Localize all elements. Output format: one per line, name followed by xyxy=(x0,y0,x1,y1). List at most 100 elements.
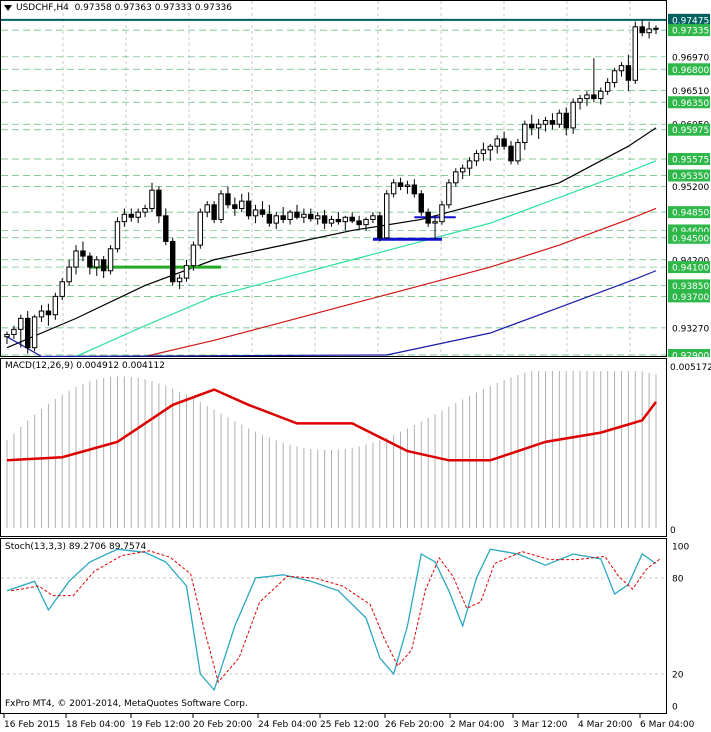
candle-body xyxy=(342,216,349,223)
candle-body xyxy=(59,281,65,297)
time-axis: 16 Feb 2015 18 Feb 04:00 19 Feb 12:00 20 Fe… xyxy=(0,714,711,732)
candle-body xyxy=(577,98,583,103)
candle-body xyxy=(515,142,521,162)
candle-body xyxy=(377,215,383,239)
price-pane-frame xyxy=(0,0,667,357)
ma-cyan xyxy=(75,160,657,357)
price-tag-box xyxy=(668,123,710,136)
macd-signal-line xyxy=(6,388,658,462)
candle-body xyxy=(653,27,659,30)
candle-body xyxy=(632,26,638,81)
candle-body xyxy=(183,265,190,279)
time-axis-label: 25 Feb 12:00 xyxy=(320,720,379,730)
candle-body xyxy=(100,259,107,272)
time-axis-label: 19 Feb 12:00 xyxy=(131,720,190,730)
candle-body xyxy=(584,94,590,100)
candle-body xyxy=(280,215,286,220)
time-axis-label: 18 Feb 04:00 xyxy=(66,720,125,730)
candle-body xyxy=(459,167,466,173)
candle-body xyxy=(149,189,155,209)
candle-body xyxy=(225,193,231,206)
stoch-axis-label: 0 xyxy=(672,703,678,713)
candle-body xyxy=(245,200,252,217)
candle-body xyxy=(473,153,480,162)
price-tag-box xyxy=(668,169,710,182)
price-tag-box xyxy=(668,153,710,166)
ma-black xyxy=(6,127,657,349)
time-axis-label: 24 Feb 04:00 xyxy=(258,720,317,730)
time-axis-label: 4 Mar 20:00 xyxy=(578,720,633,730)
macd-axis-bottom: 0 xyxy=(670,526,676,536)
candle-body xyxy=(501,138,507,147)
candle-body xyxy=(308,213,314,220)
time-axis-svg: 16 Feb 2015 18 Feb 04:00 19 Feb 12:00 20 Fe… xyxy=(3,714,695,730)
candle-body xyxy=(349,216,355,222)
candle-body xyxy=(218,193,224,220)
ma-red xyxy=(144,207,657,357)
stoch-svg[interactable]: 100 80 20 0 xyxy=(0,538,711,714)
price-tag-box xyxy=(668,290,710,303)
candle-body xyxy=(80,250,86,257)
candle-body xyxy=(107,248,114,272)
stoch-pane-frame xyxy=(0,538,667,714)
price-axis-label: 0.96970 xyxy=(672,53,709,63)
price-axis-label: 0.96800 xyxy=(672,66,709,76)
candle-body xyxy=(618,65,625,72)
candle-body xyxy=(232,204,238,209)
stoch-signal-line xyxy=(11,550,661,684)
candle-body xyxy=(273,215,279,224)
candle-body xyxy=(535,123,542,129)
price-tag-box xyxy=(668,349,710,357)
candle-body xyxy=(156,189,162,217)
candle-body xyxy=(328,218,335,224)
macd-svg[interactable]: 0.005172 0 xyxy=(0,358,711,538)
candle-body xyxy=(66,266,72,283)
candle-body xyxy=(556,112,563,125)
candle-body xyxy=(301,213,307,218)
time-axis-label: 20 Feb 20:00 xyxy=(193,720,252,730)
candle-body xyxy=(604,81,611,92)
candle-body xyxy=(45,310,52,316)
stoch-pane[interactable]: 100 80 20 0 xyxy=(0,538,711,714)
candle-body xyxy=(480,149,487,155)
candle-body xyxy=(611,70,618,83)
price-tag-box xyxy=(668,24,710,37)
macd-pane[interactable]: 0.005172 0 xyxy=(0,358,711,538)
candle-body xyxy=(94,259,100,268)
time-axis-label: 3 Mar 12:00 xyxy=(513,720,568,730)
time-axis-label: 2 Mar 04:00 xyxy=(450,720,505,730)
candle-body xyxy=(529,123,535,129)
candle-body xyxy=(52,295,59,316)
candle-body xyxy=(646,28,652,34)
chart-header: USDCHF,H4 0.97358 0.97363 0.97333 0.9733… xyxy=(4,3,232,13)
candle-body xyxy=(384,193,390,239)
candle-body xyxy=(570,101,576,129)
candle-body xyxy=(439,204,445,223)
price-axis-label: 0.97475 xyxy=(672,16,709,26)
price-tag-box xyxy=(668,96,710,109)
candle-body xyxy=(370,215,376,220)
price-chart-pane[interactable]: 0.97475 0.97335 0.96970 0.96800 0.96510 0.963… xyxy=(0,0,711,357)
macd-axis-top: 0.005172 xyxy=(670,363,711,373)
candle-body xyxy=(397,182,404,188)
candle-body xyxy=(31,316,38,349)
candle-body xyxy=(598,90,604,100)
candle-body xyxy=(487,145,494,151)
candle-body xyxy=(128,213,134,218)
candle-body xyxy=(163,215,169,242)
price-axis-label: 0.95575 xyxy=(672,156,709,166)
price-tag-box xyxy=(668,63,710,76)
candle-body xyxy=(639,26,645,34)
price-axis-label: 0.94100 xyxy=(672,264,709,274)
candle-body xyxy=(314,215,321,220)
candle-body xyxy=(466,160,473,169)
candle-body xyxy=(114,221,121,250)
candle-body xyxy=(142,207,148,213)
symbol-timeframe: USDCHF,H4 xyxy=(16,3,69,13)
candle-body xyxy=(418,193,424,213)
macd-pane-frame xyxy=(0,358,667,537)
time-axis-label: 26 Feb 20:00 xyxy=(385,720,444,730)
macd-title: MACD(12,26,9) 0.004912 0.004112 xyxy=(5,361,165,371)
dropdown-triangle-icon[interactable] xyxy=(4,4,12,11)
